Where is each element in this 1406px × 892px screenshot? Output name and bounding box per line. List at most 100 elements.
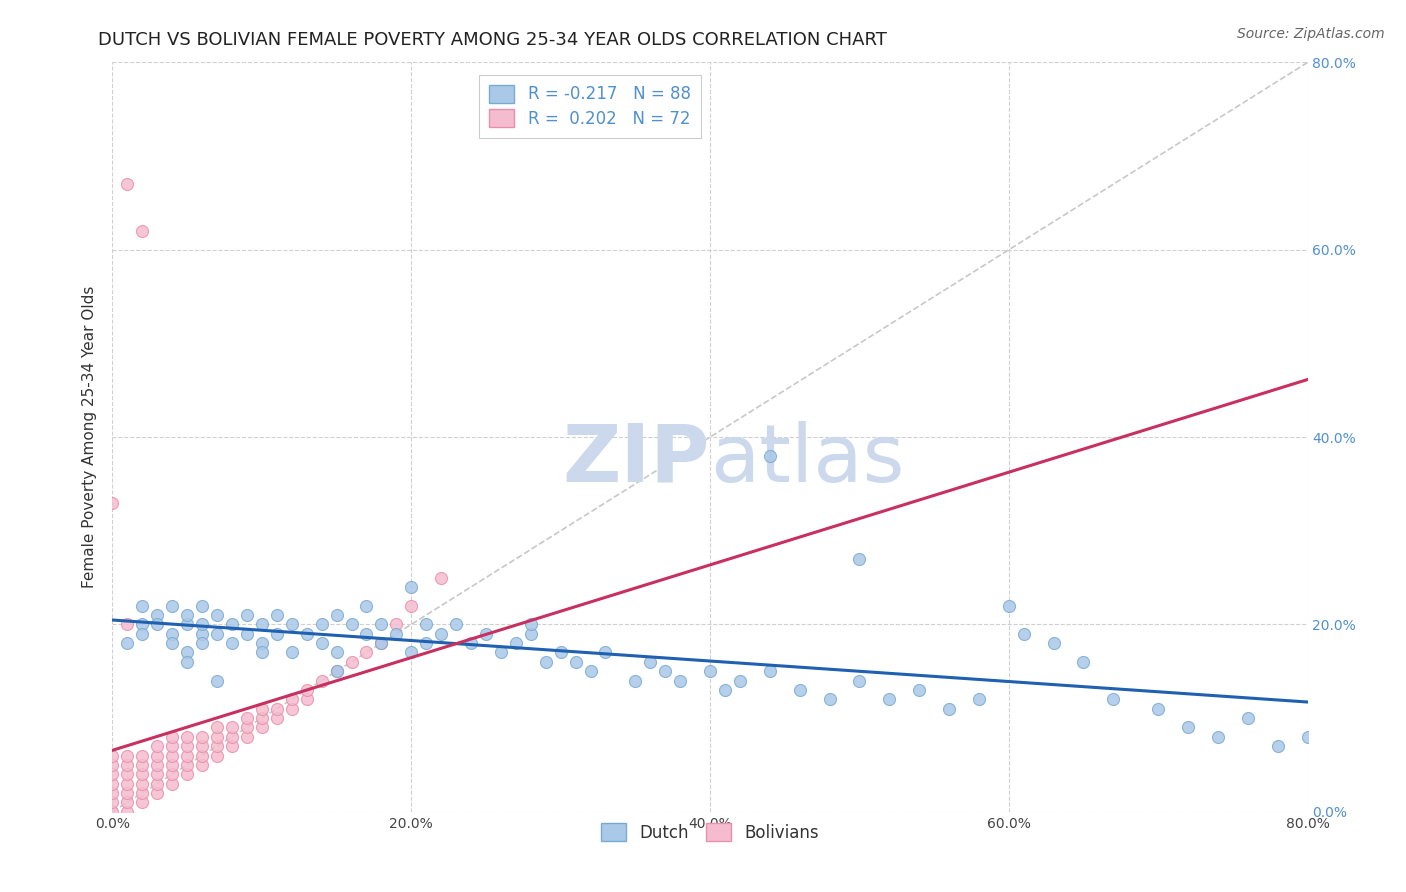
Point [564,655,586,669]
Y-axis label: Female Poverty Among 25-34 Year Olds: Female Poverty Among 25-34 Year Olds [82,286,97,588]
Point [162,730,183,744]
Point [818,692,841,706]
Point [475,626,498,640]
Point [101,758,124,772]
Point [221,721,243,735]
Point [1296,730,1319,744]
Point [191,758,214,772]
Point [176,646,198,660]
Point [176,608,198,623]
Point [759,449,782,463]
Point [385,626,408,640]
Point [221,739,243,753]
Point [281,617,304,632]
Point [131,224,153,238]
Point [595,646,617,660]
Point [356,626,378,640]
Point [281,701,304,715]
Point [1237,711,1260,725]
Point [117,786,139,800]
Point [191,617,214,632]
Point [131,786,153,800]
Point [848,673,870,688]
Point [146,767,169,781]
Point [162,626,183,640]
Point [131,748,153,763]
Point [191,599,214,613]
Point [191,626,214,640]
Point [311,636,333,650]
Point [370,636,392,650]
Point [550,646,572,660]
Point [325,664,347,679]
Point [205,730,228,744]
Point [162,776,183,791]
Point [131,599,153,613]
Point [205,748,228,763]
Point [101,496,124,510]
Point [146,748,169,763]
Point [101,767,124,781]
Point [146,786,169,800]
Point [176,617,198,632]
Point [131,626,153,640]
Point [311,617,333,632]
Point [444,617,467,632]
Point [101,796,124,810]
Point [415,617,437,632]
Point [162,636,183,650]
Point [654,664,676,679]
Point [325,608,347,623]
Point [117,748,139,763]
Point [460,636,482,650]
Point [131,758,153,772]
Point [146,617,169,632]
Point [520,626,543,640]
Point [266,608,288,623]
Point [131,796,153,810]
Point [415,636,437,650]
Point [221,636,243,650]
Point [176,758,198,772]
Point [146,739,169,753]
Point [191,636,214,650]
Point [101,776,124,791]
Point [401,599,423,613]
Point [191,748,214,763]
Point [879,692,901,706]
Point [311,673,333,688]
Point [356,599,378,613]
Point [250,636,273,650]
Point [117,767,139,781]
Point [146,608,169,623]
Point [117,617,139,632]
Point [520,617,543,632]
Point [534,655,557,669]
Point [236,730,259,744]
Point [967,692,990,706]
Point [117,796,139,810]
Point [1012,626,1035,640]
Point [789,683,811,698]
Point [221,617,243,632]
Point [340,655,363,669]
Point [162,748,183,763]
Point [131,776,153,791]
Point [176,767,198,781]
Point [191,739,214,753]
Legend: Dutch, Bolivians: Dutch, Bolivians [595,816,825,848]
Point [162,758,183,772]
Point [295,626,318,640]
Point [669,673,692,688]
Point [640,655,662,669]
Point [1267,739,1289,753]
Point [176,748,198,763]
Point [505,636,527,650]
Point [430,626,453,640]
Point [162,767,183,781]
Point [1206,730,1229,744]
Point [162,739,183,753]
Point [281,646,304,660]
Point [266,626,288,640]
Point [205,626,228,640]
